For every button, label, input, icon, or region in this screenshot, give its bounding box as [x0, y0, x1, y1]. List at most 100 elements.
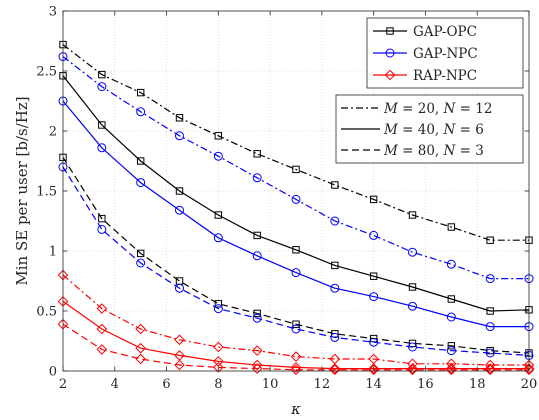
data-point — [369, 292, 379, 302]
data-point — [174, 334, 185, 346]
legend-schemes: GAP-OPC GAP-NPC RAP-NPC — [366, 17, 524, 89]
data-point — [523, 364, 535, 376]
data-point — [175, 131, 184, 141]
data-point — [213, 151, 223, 161]
data-point — [485, 274, 495, 284]
data-point — [408, 211, 417, 219]
x-tick-label: 10 — [262, 377, 279, 392]
series-line — [62, 166, 530, 356]
data-point — [136, 258, 146, 268]
series-line — [62, 157, 530, 354]
data-point — [96, 344, 108, 355]
data-point — [213, 233, 223, 243]
data-point — [98, 214, 106, 223]
data-point — [485, 348, 495, 358]
data-point — [214, 132, 223, 140]
data-point — [253, 150, 261, 158]
data-point — [408, 247, 417, 257]
data-point — [136, 178, 146, 188]
data-point — [214, 211, 223, 219]
data-point — [213, 341, 224, 353]
data-point — [486, 236, 494, 244]
legend-entry-m-40-n-6: M = 40, N = 6 — [341, 122, 484, 138]
legend-entry-gap-opc: GAP-OPC — [373, 24, 477, 40]
data-point — [407, 363, 418, 374]
legend-marker — [384, 69, 396, 81]
data-point — [98, 121, 106, 129]
data-point — [214, 300, 223, 308]
data-point — [98, 70, 106, 79]
data-point — [290, 362, 302, 373]
y-tick-label: 2 — [49, 125, 57, 140]
legend-entry-gap-npc: GAP-NPC — [373, 46, 478, 62]
data-point — [135, 323, 146, 335]
x-tick-label: 14 — [365, 377, 382, 392]
data-point — [135, 342, 146, 354]
series-line — [62, 44, 529, 241]
legend-marker — [385, 48, 395, 58]
data-point — [175, 283, 184, 293]
data-point — [408, 283, 417, 291]
data-point — [135, 353, 146, 365]
data-point — [291, 268, 301, 278]
legend-entry-m-20-n-12: M = 20, N = 12 — [341, 101, 492, 117]
data-point — [447, 223, 456, 231]
data-point — [408, 342, 417, 352]
data-point — [407, 364, 418, 376]
legend-configs: M = 20, N = 12 M = 40, N = 6 M = 80, N = 3 — [335, 94, 524, 164]
data-point — [96, 323, 108, 335]
y-tick-label: 3 — [49, 5, 57, 20]
series-line — [62, 75, 530, 312]
data-point — [174, 359, 185, 371]
legend-label: M = 40, N = 6 — [383, 122, 484, 138]
y-axis-label: Min SE per user [b/s/Hz] — [13, 96, 31, 285]
data-series — [57, 40, 535, 376]
x-tick-label: 6 — [162, 377, 170, 392]
series-rap-npc-m-80-n-3 — [57, 318, 535, 376]
data-point — [175, 114, 184, 122]
data-point — [369, 195, 378, 204]
data-point — [446, 259, 456, 269]
data-point — [251, 345, 263, 356]
x-tick-label: 20 — [521, 377, 538, 392]
series-line — [62, 300, 529, 370]
series-gap-opc-m-40-n-6 — [59, 72, 533, 315]
data-point — [446, 363, 457, 374]
data-point — [136, 107, 146, 117]
data-point — [253, 309, 261, 318]
x-tick-label: 16 — [417, 377, 434, 392]
data-point — [213, 356, 224, 367]
data-point — [369, 272, 378, 280]
data-point — [330, 332, 340, 342]
data-point — [447, 342, 456, 350]
data-point — [97, 224, 107, 234]
legend-entry-m-80-n-3: M = 80, N = 3 — [341, 143, 484, 159]
data-point — [252, 251, 262, 261]
data-point — [369, 230, 379, 240]
data-point — [330, 216, 340, 226]
data-point — [97, 82, 107, 92]
series-gap-npc-m-80-n-3 — [58, 162, 534, 360]
y-tick-label: 2.5 — [36, 65, 57, 80]
legend-label: GAP-OPC — [413, 24, 477, 40]
axes — [62, 10, 530, 372]
y-tick-label: 0 — [49, 365, 57, 380]
data-point — [175, 205, 184, 215]
legend-label: GAP-NPC — [413, 46, 478, 62]
data-point — [446, 346, 456, 356]
data-point — [331, 181, 339, 189]
data-point — [485, 322, 495, 332]
legend-marker — [386, 27, 394, 35]
data-point — [97, 143, 107, 153]
series-gap-opc-m-20-n-12 — [59, 40, 533, 244]
data-point — [447, 295, 456, 303]
data-point — [291, 194, 301, 204]
data-point — [292, 246, 300, 254]
data-point — [408, 301, 417, 311]
data-point — [484, 363, 496, 374]
data-point — [484, 364, 496, 376]
data-point — [484, 359, 496, 371]
x-tick-label: 12 — [314, 377, 331, 392]
data-point — [523, 363, 535, 374]
